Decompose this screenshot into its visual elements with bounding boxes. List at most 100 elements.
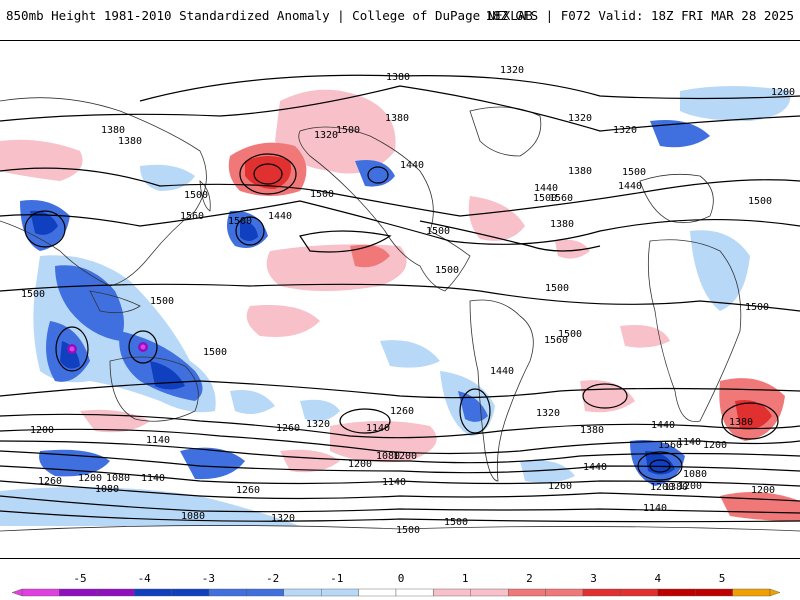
contour-label: 1380 bbox=[664, 482, 688, 493]
anomaly-negative-scandinavia-core bbox=[30, 210, 58, 235]
colorbar-tick-label: -4 bbox=[138, 572, 152, 585]
contour-west-vortex bbox=[55, 326, 89, 372]
contour-label: 1260 bbox=[276, 423, 300, 434]
colorbar-segment bbox=[21, 588, 60, 597]
contour-label: 1200 bbox=[771, 87, 795, 98]
colorbar-tick-label: -5 bbox=[73, 572, 86, 585]
contour-label: 1500 bbox=[435, 265, 459, 276]
colorbar-tick-label: 4 bbox=[654, 572, 661, 585]
contour-label: 1200 bbox=[678, 481, 702, 492]
contour-label: 1200 bbox=[348, 459, 372, 470]
contour-label: 1440 bbox=[268, 211, 292, 222]
contour-label: 1080 bbox=[106, 473, 130, 484]
anomaly-negative-arctic-east bbox=[680, 86, 791, 121]
colorbar-segment bbox=[358, 588, 397, 597]
anomaly-positive-tropical-pacific bbox=[246, 305, 320, 337]
coast-asia bbox=[0, 97, 207, 287]
colorbar-segment bbox=[582, 588, 621, 597]
contour-label: 1500 bbox=[745, 302, 769, 313]
contour-pacific-low bbox=[235, 216, 265, 246]
colorbar-tick-label: -1 bbox=[330, 572, 343, 585]
anomaly-positive-nepacific bbox=[275, 89, 396, 174]
contour-1380-north bbox=[0, 85, 800, 132]
anomaly-negative-tropical-atlantic bbox=[380, 340, 440, 368]
contour-label: 1500 bbox=[310, 189, 334, 200]
anomaly-negative-vortex-west-core bbox=[69, 346, 75, 352]
contour-label: 1380 bbox=[385, 113, 409, 124]
contour-1440-south bbox=[0, 413, 800, 439]
colorbar-segment bbox=[246, 588, 284, 597]
model-valid-time: 18Z GFS | F072 Valid: 18Z FRI MAR 28 202… bbox=[485, 8, 794, 23]
contour-label: 1440 bbox=[583, 462, 607, 473]
contour-indian-high bbox=[721, 402, 779, 440]
contour-label: 1140 bbox=[146, 435, 170, 446]
contour-label: 1260 bbox=[548, 481, 572, 492]
anomaly-negative-south-america-core bbox=[458, 391, 488, 422]
contour-label: 1200 bbox=[30, 425, 54, 436]
contour-label: 1500 bbox=[622, 167, 646, 178]
contour-label: 1260 bbox=[38, 476, 62, 487]
contour-south-indian-low bbox=[637, 451, 683, 481]
contour-label: 1500 bbox=[426, 226, 450, 237]
colorbar-segment bbox=[208, 588, 247, 597]
contour-south-america-low bbox=[459, 388, 491, 434]
contour-label: 1500 bbox=[228, 216, 252, 227]
contour-label: 1140 bbox=[677, 437, 701, 448]
colorbar-segment bbox=[732, 588, 771, 597]
contour-label: 1140 bbox=[141, 473, 165, 484]
contour-label: 1260 bbox=[390, 406, 414, 417]
colorbar-segment bbox=[283, 588, 322, 597]
anomaly-negative-south-atlantic bbox=[520, 460, 575, 483]
coast-north-america bbox=[298, 126, 471, 292]
anomaly-positive-africa bbox=[620, 325, 670, 348]
anomaly-negative-south-ocean-center bbox=[300, 399, 340, 422]
contour-label: 1560 bbox=[549, 193, 573, 204]
anomaly-negative-aleutian bbox=[140, 164, 195, 191]
contour-label: 1080 bbox=[683, 469, 707, 480]
colorbar-tick-label: 3 bbox=[590, 572, 597, 585]
anomaly-positive-alaska-core bbox=[245, 156, 291, 189]
contour-1560-north bbox=[299, 230, 392, 253]
contour-label: 1560 bbox=[658, 440, 682, 451]
anomaly-positive-pacific-core bbox=[350, 244, 390, 268]
contour-1260-south bbox=[0, 450, 800, 474]
colorbar-tick-label: 0 bbox=[398, 572, 405, 585]
contour-label: 1200 bbox=[78, 473, 102, 484]
contour-label: 1380 bbox=[550, 219, 574, 230]
colorbar-segment bbox=[395, 588, 434, 597]
contour-1500-south bbox=[0, 380, 800, 399]
contour-south-indian-low-inner bbox=[649, 459, 671, 473]
contour-label: 1500 bbox=[748, 196, 772, 207]
contour-label: 1380 bbox=[386, 72, 410, 83]
anomaly-shading bbox=[0, 86, 800, 526]
contour-label: 1080 bbox=[181, 511, 205, 522]
contour-label: 1500 bbox=[21, 289, 45, 300]
colorbar-segment bbox=[545, 588, 584, 597]
map-title: 850mb Height 1981-2010 Standardized Anom… bbox=[6, 8, 533, 23]
contour-label: 1320 bbox=[568, 113, 592, 124]
contour-label: 1320 bbox=[500, 65, 524, 76]
contour-label: 1500 bbox=[444, 517, 468, 528]
contour-label: 1380 bbox=[580, 425, 604, 436]
contour-label: 1320 bbox=[613, 125, 637, 136]
contour-label: 1380 bbox=[568, 166, 592, 177]
contour-label: 1500 bbox=[533, 193, 557, 204]
anomaly-negative-greenland-east bbox=[650, 120, 710, 148]
contour-label: 1320 bbox=[271, 513, 295, 524]
colorbar-segment bbox=[508, 588, 546, 597]
contour-label: 1200 bbox=[393, 451, 417, 462]
contour-label: 1500 bbox=[203, 347, 227, 358]
anomaly-negative-pacific-low-core bbox=[240, 221, 258, 241]
contour-label: 1500 bbox=[150, 296, 174, 307]
contour-label: 1140 bbox=[643, 503, 667, 514]
contour-1440-north bbox=[0, 167, 800, 217]
contour-label: 1380 bbox=[101, 125, 125, 136]
contour-label: 1560 bbox=[544, 335, 568, 346]
contour-nw-canada-low bbox=[367, 166, 389, 184]
anomaly-positive-indian-core bbox=[735, 400, 772, 430]
contour-alaska-high-inner bbox=[253, 163, 283, 185]
coast-indonesia bbox=[89, 290, 141, 314]
colorbar-segment bbox=[321, 588, 359, 597]
